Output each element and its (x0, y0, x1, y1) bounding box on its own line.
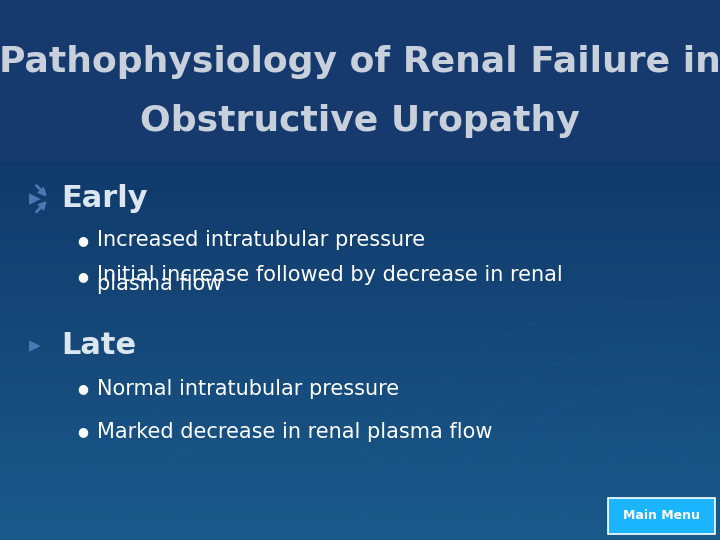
Text: Late: Late (61, 331, 136, 360)
Text: ●: ● (77, 426, 89, 438)
Text: ▶: ▶ (29, 191, 40, 206)
FancyBboxPatch shape (608, 498, 715, 534)
Text: Marked decrease in renal plasma flow: Marked decrease in renal plasma flow (97, 422, 492, 442)
Text: Normal intratubular pressure: Normal intratubular pressure (97, 379, 400, 399)
Text: plasma flow: plasma flow (97, 274, 222, 294)
Text: ●: ● (77, 382, 89, 395)
Text: Increased intratubular pressure: Increased intratubular pressure (97, 230, 426, 251)
Text: ●: ● (77, 271, 89, 284)
Text: Main Menu: Main Menu (624, 509, 700, 522)
Text: Early: Early (61, 184, 148, 213)
Text: Obstructive Uropathy: Obstructive Uropathy (140, 105, 580, 138)
Text: ▶: ▶ (29, 338, 40, 353)
Text: Initial increase followed by decrease in renal: Initial increase followed by decrease in… (97, 265, 563, 286)
Text: Pathophysiology of Renal Failure in: Pathophysiology of Renal Failure in (0, 45, 720, 79)
FancyBboxPatch shape (0, 0, 720, 162)
Text: ●: ● (77, 234, 89, 247)
